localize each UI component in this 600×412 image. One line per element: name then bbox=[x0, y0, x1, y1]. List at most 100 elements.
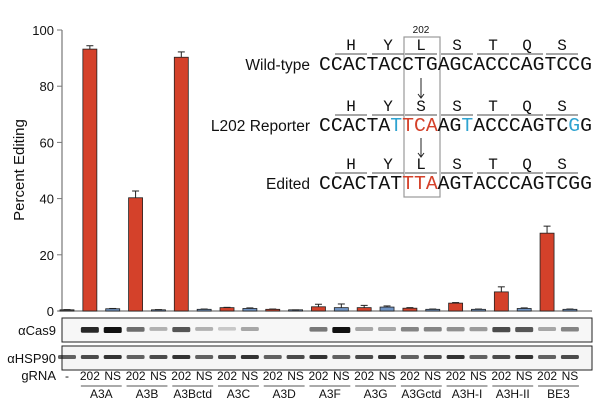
group-label: A3G bbox=[364, 387, 388, 401]
y-tick-label: 20 bbox=[40, 248, 54, 263]
hsp90-band bbox=[446, 355, 465, 359]
grna-tick-label: NS bbox=[150, 369, 167, 383]
grna-tick-label: 202 bbox=[537, 369, 557, 383]
amino-acid: Y bbox=[383, 98, 393, 116]
bar bbox=[173, 56, 189, 312]
dna-sequence: CCACTATTTAAGTACCCAGTCGG bbox=[319, 173, 592, 195]
cas9-band bbox=[400, 327, 419, 332]
grna-tick-label: 202 bbox=[80, 369, 100, 383]
sequence-segment: CCACTACCTGAGCACCCAGTCCG bbox=[319, 54, 592, 76]
grna-tick-label: 202 bbox=[217, 369, 237, 383]
hsp90-band bbox=[332, 355, 351, 359]
bar bbox=[219, 307, 235, 312]
y-tick-label: 0 bbox=[47, 304, 54, 319]
grna-tick-label: 202 bbox=[126, 369, 146, 383]
hsp90-band bbox=[378, 355, 397, 359]
codon-202-box bbox=[403, 36, 441, 198]
y-tick-label: 100 bbox=[32, 23, 54, 38]
amino-acid: T bbox=[488, 37, 498, 55]
bar bbox=[516, 308, 532, 312]
cas9-label: αCas9 bbox=[18, 323, 56, 338]
y-axis-label: Percent Editing bbox=[11, 119, 28, 221]
group-label: A3F bbox=[319, 387, 341, 401]
sequence-segment: AGTACCCAGTCGG bbox=[438, 173, 592, 195]
amino-acid: S bbox=[452, 156, 462, 174]
bar bbox=[379, 306, 395, 312]
group-label: A3A bbox=[90, 387, 113, 401]
sequence-row-label: Edited bbox=[266, 176, 310, 193]
cas9-band bbox=[103, 327, 122, 333]
amino-acid: Q bbox=[522, 37, 532, 55]
grna-tick-label: 202 bbox=[446, 369, 466, 383]
amino-acid: Q bbox=[522, 156, 532, 174]
amino-acid: Y bbox=[383, 156, 393, 174]
hsp90-band bbox=[560, 355, 579, 359]
dna-sequence: CCACTACCTGAGCACCCAGTCCG bbox=[319, 54, 592, 76]
cas9-band bbox=[80, 327, 99, 333]
amino-acid: H bbox=[346, 98, 356, 116]
amino-acid: T bbox=[488, 98, 498, 116]
y-tick-label: 60 bbox=[40, 135, 54, 150]
sequence-segment: G bbox=[568, 115, 580, 137]
hsp90-band bbox=[286, 355, 305, 359]
grna-tick-label: NS bbox=[470, 369, 487, 383]
bar bbox=[265, 308, 281, 312]
cas9-band bbox=[332, 327, 351, 333]
cas9-band bbox=[538, 327, 557, 332]
amino-acid: Q bbox=[522, 98, 532, 116]
dna-sequence: CCACTATTCAAGTACCCAGTCGG bbox=[319, 115, 592, 137]
cas9-band bbox=[560, 327, 579, 332]
hsp90-band bbox=[58, 355, 76, 359]
sequence-row-label: Wild-type bbox=[245, 57, 310, 74]
hsp90-band bbox=[103, 355, 122, 359]
sequence-segment: AG bbox=[438, 115, 462, 137]
amino-acid: S bbox=[416, 98, 426, 116]
amino-acid: S bbox=[452, 37, 462, 55]
bar bbox=[242, 308, 258, 312]
group-label: BE3 bbox=[547, 387, 570, 401]
cas9-band bbox=[218, 327, 237, 331]
amino-acid: H bbox=[346, 156, 356, 174]
amino-acid: L bbox=[416, 156, 426, 174]
amino-acid: Y bbox=[383, 37, 393, 55]
cas9-band bbox=[126, 327, 145, 332]
group-label: A3B bbox=[136, 387, 159, 401]
grna-tick-label: 202 bbox=[491, 369, 511, 383]
amino-acid: S bbox=[557, 37, 567, 55]
hsp90-band bbox=[309, 355, 328, 359]
hsp90-band bbox=[355, 355, 374, 359]
amino-acid: L bbox=[416, 37, 426, 55]
grna-tick-label: NS bbox=[242, 369, 259, 383]
hsp90-band bbox=[172, 355, 191, 359]
grna-tick-label: 202 bbox=[354, 369, 374, 383]
group-label: A3H-II bbox=[496, 387, 530, 401]
amino-acid: S bbox=[557, 98, 567, 116]
cas9-band bbox=[355, 327, 374, 332]
hsp90-band bbox=[218, 355, 237, 359]
grna-tick-label: NS bbox=[516, 369, 533, 383]
sequence-segment: TCA bbox=[402, 115, 438, 137]
arrow-head-icon bbox=[417, 93, 425, 99]
hsp90-band bbox=[515, 355, 534, 359]
hsp90-band bbox=[400, 355, 419, 359]
position-label: 202 bbox=[413, 25, 430, 36]
bar bbox=[448, 302, 464, 312]
sequence-row-label: L202 Reporter bbox=[211, 118, 310, 135]
grna-tick-label: NS bbox=[333, 369, 350, 383]
amino-acid: H bbox=[346, 37, 356, 55]
bar bbox=[196, 308, 212, 312]
grna-tick-label: NS bbox=[562, 369, 579, 383]
hsp90-band bbox=[538, 355, 557, 359]
grna-label: gRNA bbox=[21, 368, 56, 383]
amino-acid: S bbox=[557, 156, 567, 174]
grna-tick-label: NS bbox=[424, 369, 441, 383]
bar bbox=[128, 197, 143, 312]
grna-tick-label: 202 bbox=[400, 369, 420, 383]
hsp90-band bbox=[492, 355, 511, 359]
sequence-segment: G bbox=[580, 115, 592, 137]
cas9-band bbox=[309, 327, 328, 332]
sequence-segment: ACCCAGTC bbox=[473, 115, 568, 137]
cas9-band bbox=[172, 327, 191, 333]
cas9-band bbox=[515, 327, 534, 333]
group-label: A3H-I bbox=[452, 387, 483, 401]
